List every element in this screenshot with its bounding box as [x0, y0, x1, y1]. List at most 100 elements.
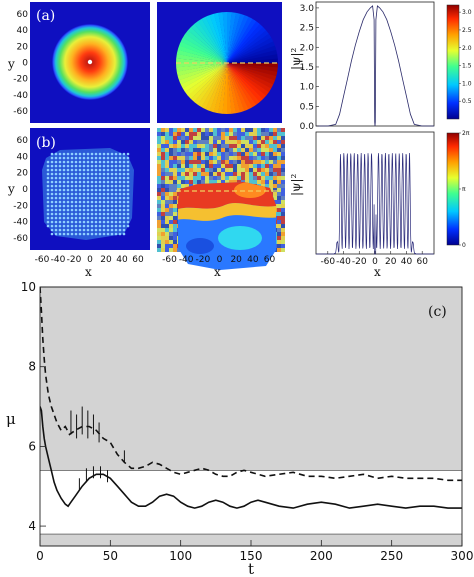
map-a-phase-wedge	[217, 12, 227, 63]
map-b-phase-noise-cell	[245, 128, 249, 132]
map-b-lattice-dot	[78, 232, 82, 236]
map-b-lattice-dot	[54, 176, 58, 180]
map-a-phase-wedge	[212, 12, 227, 63]
map-b-phase-noise-cell	[277, 156, 281, 160]
map-b-phase-noise-cell	[173, 192, 177, 196]
map-b-phase-noise-cell	[181, 168, 185, 172]
map-b-phase-noise-cell	[197, 132, 201, 136]
map-b-lattice-dot	[66, 168, 70, 172]
map-b-phase-noise-cell	[193, 152, 197, 156]
map-b-lattice-dot	[54, 216, 58, 220]
map-b-phase-noise-cell	[189, 144, 193, 148]
colorbar-density-bar	[446, 4, 460, 120]
map-b-lattice-dot	[54, 212, 58, 216]
map-b-phase-noise-cell	[169, 196, 173, 200]
map-b-lattice-dot	[114, 168, 118, 172]
map-b-lattice-dot	[78, 184, 82, 188]
map-b-lattice-dot	[122, 176, 126, 180]
map-b-lattice-dot	[90, 180, 94, 184]
map-b-lattice-dot	[78, 152, 82, 156]
profile-b-xticks: -60 -40 -20 0 20 40 60	[320, 251, 428, 267]
map-b-ytick-label: 0	[22, 185, 28, 195]
map-b-phase-noise-cell	[217, 156, 221, 160]
map-b-lattice-dot	[114, 188, 118, 192]
map-b-lattice-dot	[90, 204, 94, 208]
map-b-phase-noise-cell	[225, 164, 229, 168]
mu-ytick-label: 6	[28, 439, 36, 453]
map-b-lattice-dot	[90, 156, 94, 160]
map-b-phase-noise-cell	[213, 156, 217, 160]
map-b-phase-noise-cell	[281, 188, 285, 192]
map-b-phase-noise-cell	[157, 176, 161, 180]
map-b-phase-noise-cell	[169, 152, 173, 156]
map-b-phase-noise-cell	[249, 136, 253, 140]
map-b-phase-noise-cell	[281, 168, 285, 172]
map-b-phase-noise-cell	[245, 164, 249, 168]
map-b-phase-noise-cell	[261, 132, 265, 136]
map-b-lattice-dot	[66, 176, 70, 180]
map-b-xtick-label: 60	[132, 255, 144, 265]
map-b-lattice-dot	[126, 208, 130, 212]
map-b-phase-xtick-label: -60	[162, 255, 177, 265]
map-b-lattice-dot	[122, 152, 126, 156]
map-b-lattice-dot	[74, 224, 78, 228]
map-b-phase-noise-cell	[205, 172, 209, 176]
map-b-lattice-dot	[102, 228, 106, 232]
map-b-phase-noise-cell	[189, 172, 193, 176]
map-b-lattice-dot	[98, 224, 102, 228]
map-b-lattice-dot	[98, 172, 102, 176]
map-b-lattice-dot	[50, 160, 54, 164]
map-b-phase-noise-cell	[157, 168, 161, 172]
map-b-phase-noise-cell	[277, 172, 281, 176]
map-a-phase-wedge	[227, 20, 267, 64]
map-a-ytick-label: 0	[22, 59, 28, 69]
map-b-phase-noise-cell	[157, 164, 161, 168]
map-b-phase-noise-cell	[209, 136, 213, 140]
colorbar-phase: 2π π 0	[446, 130, 470, 249]
map-b-phase-noise-cell	[177, 164, 181, 168]
map-b-phase-noise-cell	[265, 132, 269, 136]
map-b-phase-noise-cell	[165, 228, 169, 232]
map-b-lattice-dot	[118, 212, 122, 216]
mu-xtick-label: 150	[240, 549, 263, 563]
map-b-phase-noise-cell	[245, 140, 249, 144]
profile-a-ytick-label: 3.0	[300, 4, 315, 14]
map-b-lattice-dot	[98, 152, 102, 156]
map-b-lattice-dot	[74, 216, 78, 220]
map-b-phase-noise-cell	[217, 140, 221, 144]
map-a-phase-wedge	[203, 63, 227, 114]
map-b-lattice-dot	[50, 184, 54, 188]
map-b-lattice-dot	[54, 192, 58, 196]
map-b-phase-noise-cell	[161, 232, 165, 236]
map-b-phase-noise-cell	[173, 236, 177, 240]
map-b-lattice-dot	[102, 220, 106, 224]
map-b-lattice-dot	[78, 224, 82, 228]
map-b-lattice-dot	[46, 160, 50, 164]
map-b-phase-noise-cell	[165, 204, 169, 208]
map-b-lattice-dot	[126, 156, 130, 160]
map-b-phase-noise-cell	[169, 220, 173, 224]
map-b-phase-noise-cell	[281, 152, 285, 156]
map-a-phase-wedge	[227, 63, 237, 114]
map-b-lattice-dot	[70, 184, 74, 188]
map-b-lattice-dot	[118, 208, 122, 212]
colorbar-density-ticks: 3.0 2.5 2.0 1.5 1.0 0.5	[459, 9, 472, 105]
map-b-phase-noise-cell	[253, 148, 257, 152]
map-b-lattice-dot	[66, 212, 70, 216]
map-b-lattice-dot	[70, 188, 74, 192]
map-b-lattice-dot	[78, 172, 82, 176]
map-b-phase-noise-cell	[225, 136, 229, 140]
map-b-lattice-dot	[46, 164, 50, 168]
map-b-lattice-dot	[50, 156, 54, 160]
map-b-lattice-dot	[122, 172, 126, 176]
map-b-lattice-dot	[90, 188, 94, 192]
map-b-phase-noise-cell	[161, 224, 165, 228]
map-b-lattice-dot	[94, 152, 98, 156]
map-a-ytick-label: 60	[17, 10, 29, 20]
map-b-phase-noise-cell	[233, 152, 237, 156]
map-b-phase-noise-cell	[157, 216, 161, 220]
map-a-phase-wedge	[179, 31, 227, 63]
map-b-lattice-dot	[102, 156, 106, 160]
map-b-phase-noise-cell	[261, 128, 265, 132]
map-b-phase-noise-cell	[269, 136, 273, 140]
